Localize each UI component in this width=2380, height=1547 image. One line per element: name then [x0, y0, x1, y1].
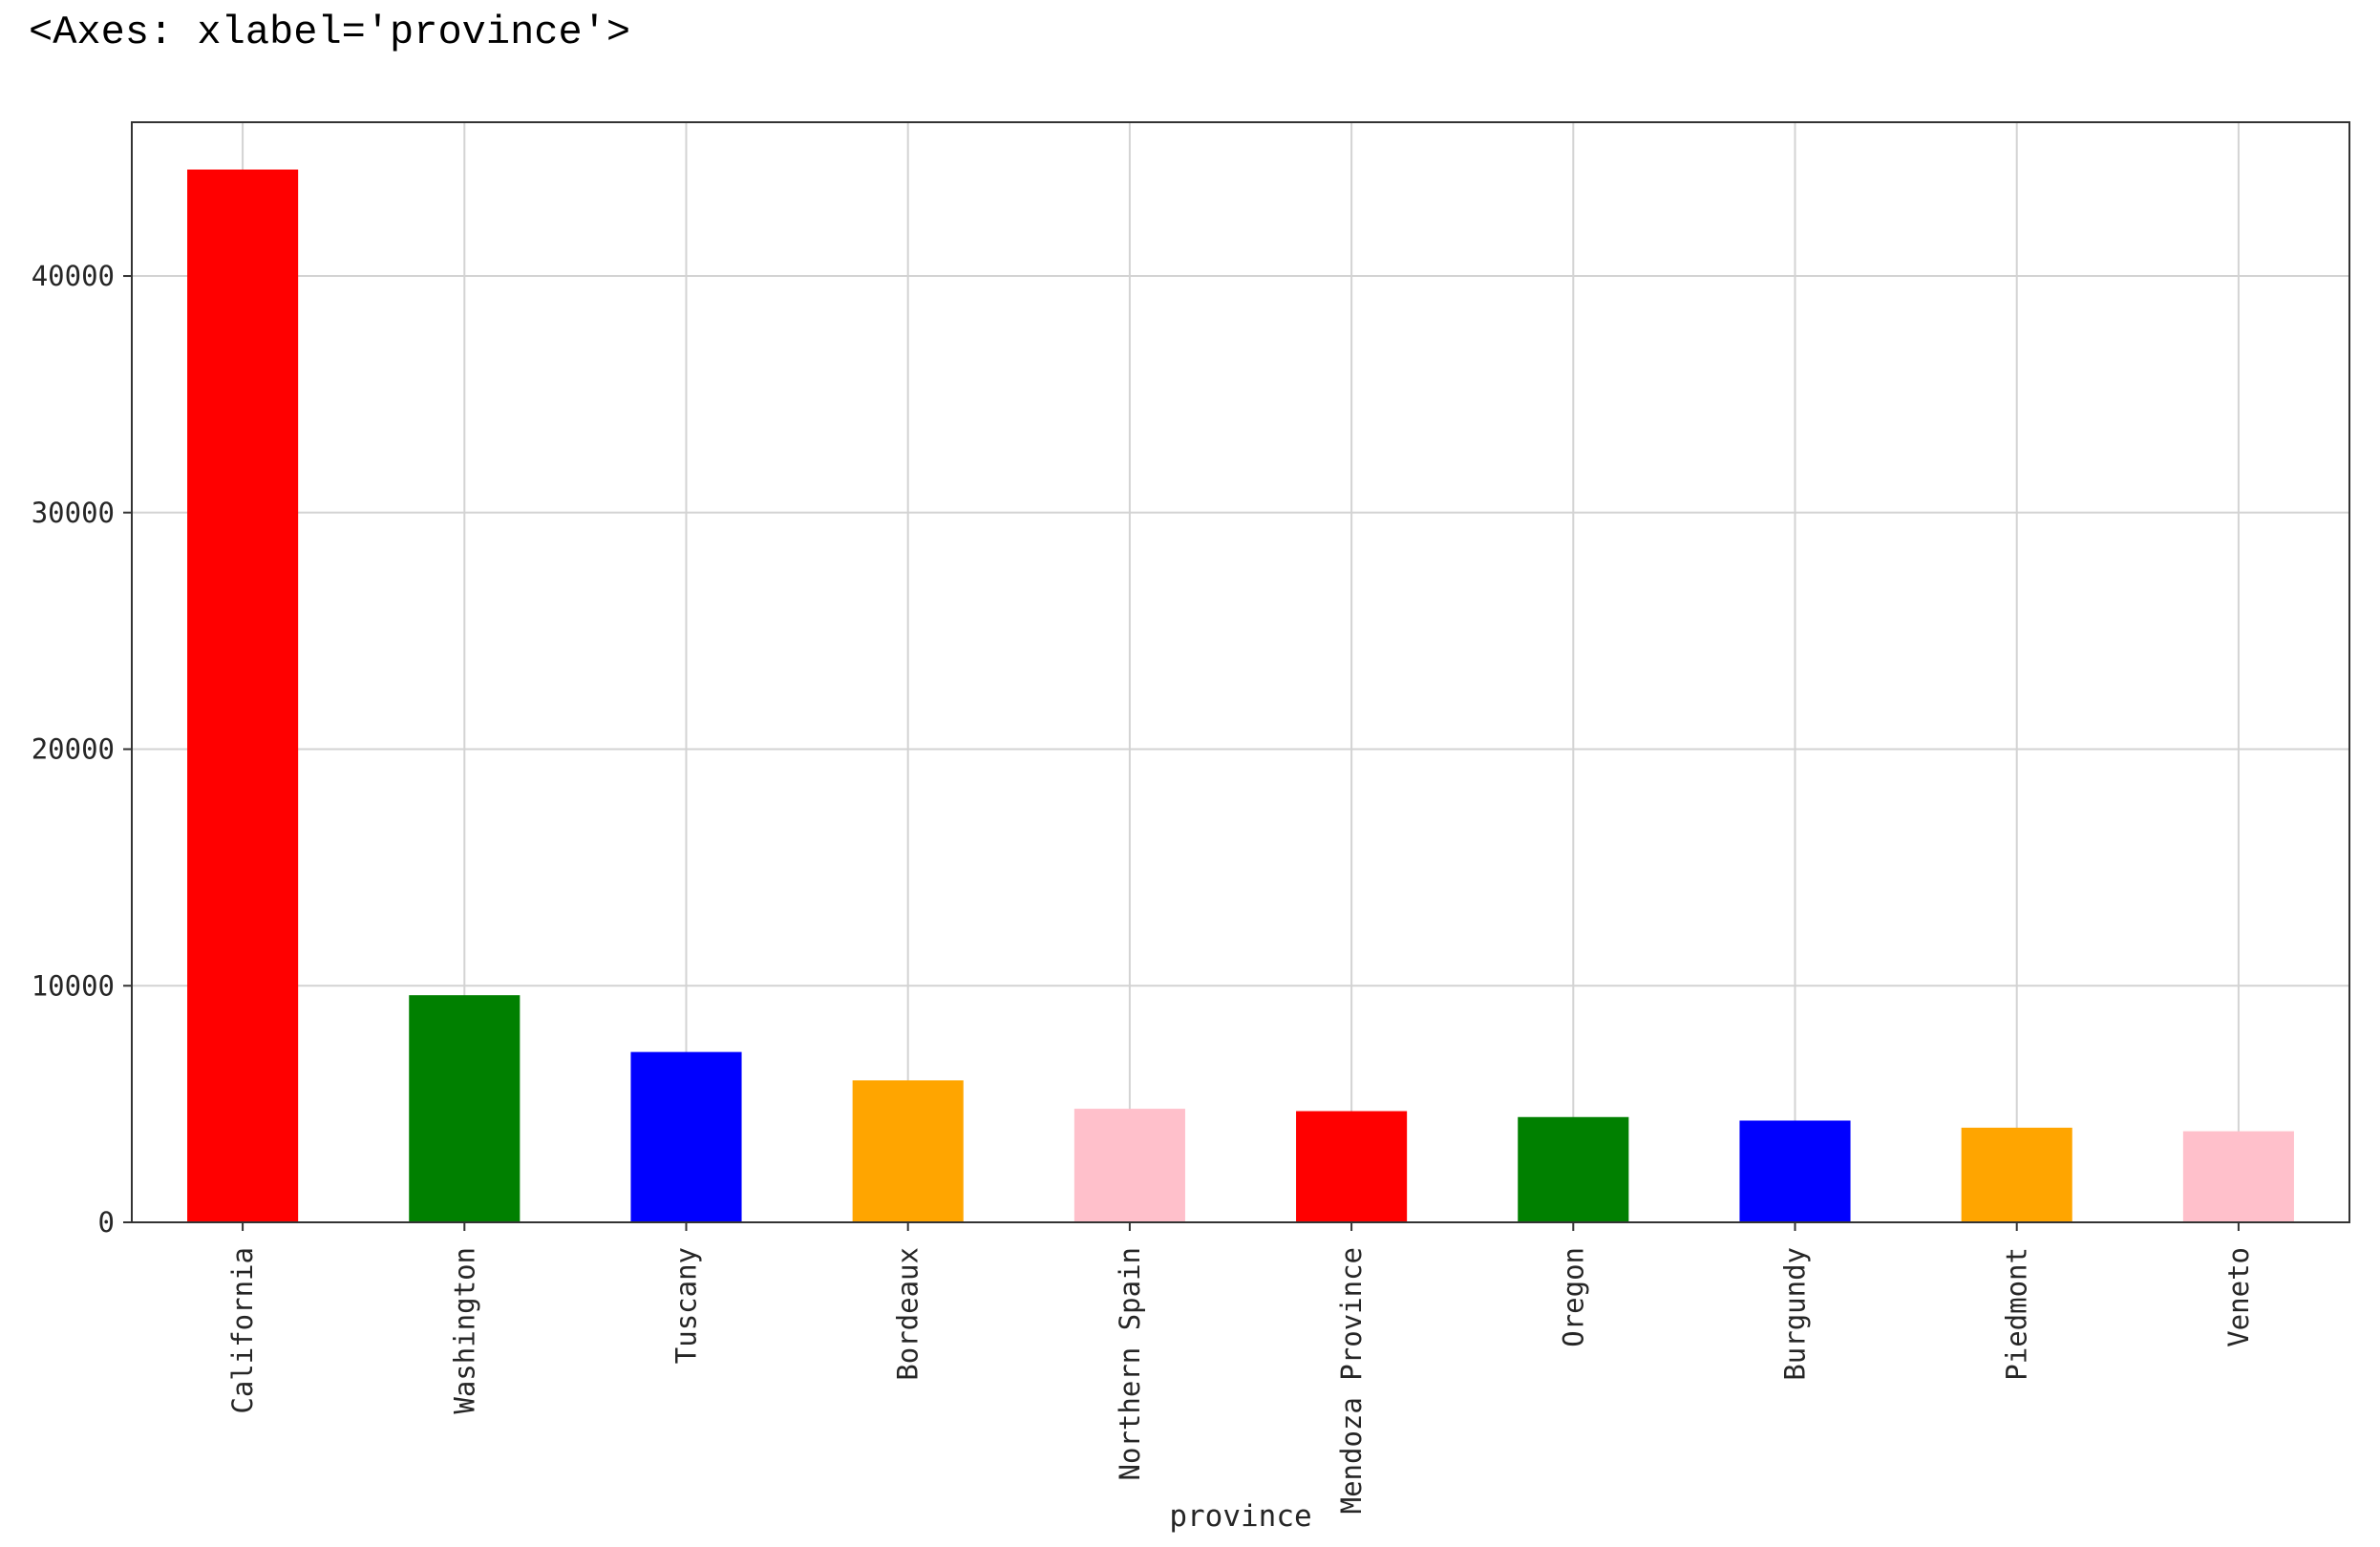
bar-bordeaux [852, 1080, 964, 1222]
x-axis-title: province [1169, 1499, 1311, 1534]
bar-piedmont [1961, 1127, 2072, 1222]
y-tick-label: 10000 [32, 969, 115, 1002]
y-tick-label: 30000 [32, 497, 115, 529]
x-tick-label: Northern Spain [1114, 1247, 1146, 1480]
x-tick-label: Burgundy [1779, 1247, 1812, 1381]
y-tick-label: 20000 [32, 733, 115, 766]
x-tick-label: Oregon [1557, 1247, 1589, 1347]
bar-burgundy [1739, 1120, 1851, 1222]
x-tick-label: Washington [448, 1247, 480, 1414]
x-tick-label: Piedmont [2001, 1247, 2033, 1381]
y-tick-label: 40000 [32, 260, 115, 292]
bars [187, 169, 2294, 1223]
axes-repr-output: <Axes: xlabel='province'> [29, 10, 631, 55]
bar-veneto [2182, 1131, 2294, 1222]
bar-california [187, 169, 299, 1223]
bar-washington [409, 995, 521, 1222]
x-tick-label: Bordeaux [892, 1247, 924, 1381]
x-tick-label: Tuscany [670, 1247, 703, 1364]
y-tick-label: 0 [98, 1206, 115, 1239]
x-tick-label: Veneto [2222, 1247, 2255, 1347]
plot-frame [131, 121, 2350, 1223]
bar-mendoza-province [1296, 1111, 1408, 1222]
bar-tuscany [630, 1051, 742, 1222]
bar-oregon [1518, 1116, 1629, 1222]
y-axis-ticks: 0 10000 20000 30000 40000 [32, 260, 132, 1239]
x-axis-ticks: California Washington Tuscany Bordeaux North… [226, 1222, 2255, 1514]
bar-northern-spain [1073, 1109, 1185, 1222]
x-tick-label: Mendoza Province [1335, 1247, 1368, 1514]
x-tick-label: California [226, 1247, 259, 1414]
